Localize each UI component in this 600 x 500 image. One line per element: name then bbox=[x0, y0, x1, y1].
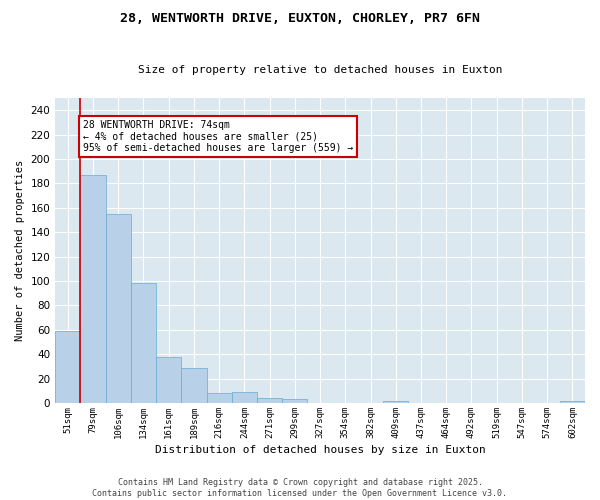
Bar bbox=[282, 400, 307, 403]
Bar bbox=[131, 284, 156, 403]
Y-axis label: Number of detached properties: Number of detached properties bbox=[15, 160, 25, 341]
Text: 28 WENTWORTH DRIVE: 74sqm
← 4% of detached houses are smaller (25)
95% of semi-d: 28 WENTWORTH DRIVE: 74sqm ← 4% of detach… bbox=[83, 120, 353, 153]
Bar bbox=[181, 368, 206, 403]
Title: Size of property relative to detached houses in Euxton: Size of property relative to detached ho… bbox=[138, 65, 502, 75]
Bar bbox=[55, 331, 80, 403]
Bar bbox=[206, 394, 232, 403]
Bar bbox=[383, 400, 409, 403]
Bar bbox=[80, 175, 106, 403]
Text: 28, WENTWORTH DRIVE, EUXTON, CHORLEY, PR7 6FN: 28, WENTWORTH DRIVE, EUXTON, CHORLEY, PR… bbox=[120, 12, 480, 26]
Bar bbox=[257, 398, 282, 403]
Text: Contains HM Land Registry data © Crown copyright and database right 2025.
Contai: Contains HM Land Registry data © Crown c… bbox=[92, 478, 508, 498]
Bar bbox=[560, 400, 585, 403]
X-axis label: Distribution of detached houses by size in Euxton: Distribution of detached houses by size … bbox=[155, 445, 485, 455]
Bar bbox=[106, 214, 131, 403]
Bar bbox=[156, 356, 181, 403]
Bar bbox=[232, 392, 257, 403]
